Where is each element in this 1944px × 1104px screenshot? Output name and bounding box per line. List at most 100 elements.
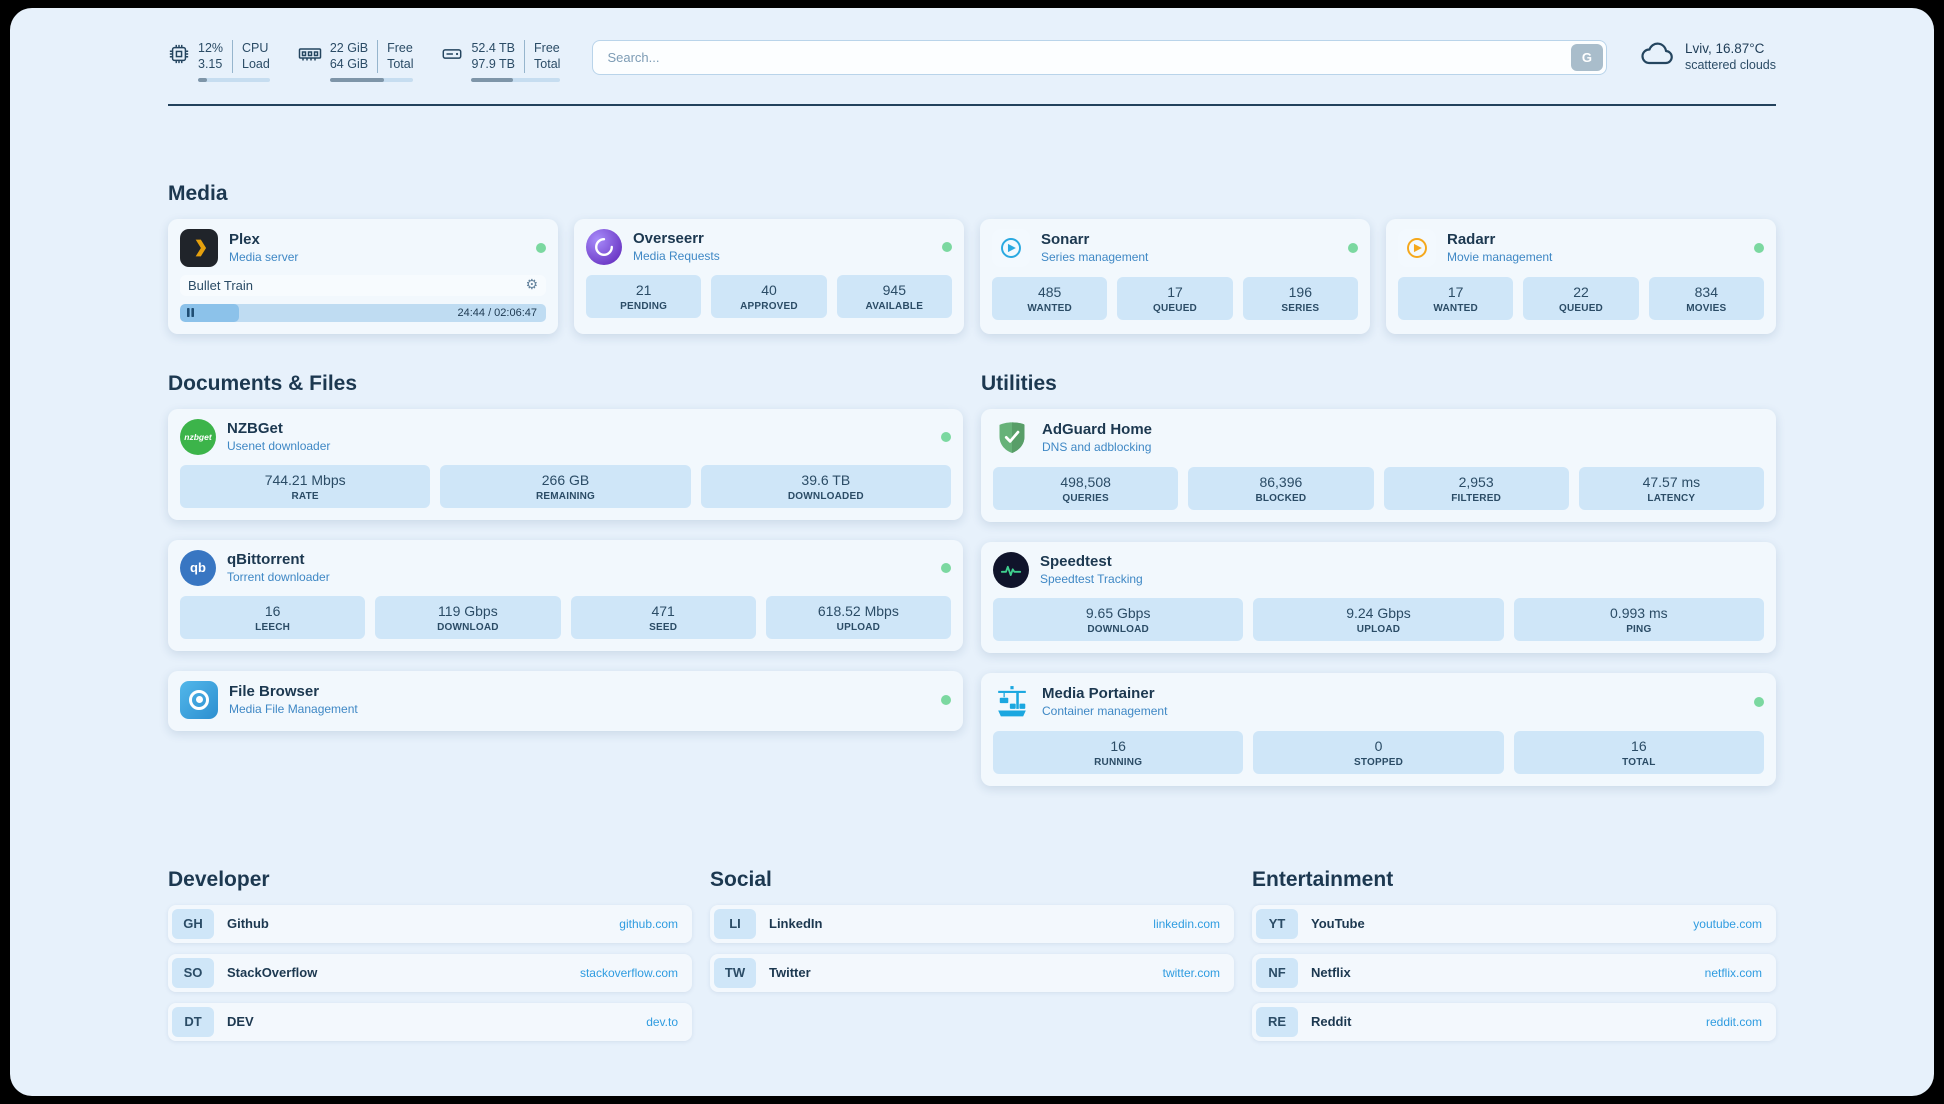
bookmark-url: github.com [619,916,678,931]
header-divider [168,103,1776,106]
ram-usage-bar [329,77,414,82]
stat-ping: 0.993 ms PING [1513,597,1764,641]
bookmark-dev[interactable]: DT DEV dev.to [168,1002,692,1041]
stat-upload: 618.52 Mbps UPLOAD [765,595,951,639]
bookmark-abbr: SO [172,957,214,988]
portainer-crane-icon [993,683,1031,721]
service-card-portainer[interactable]: Media Portainer Container management 16 … [981,672,1776,786]
bookmark-url: youtube.com [1693,916,1762,931]
stat-downloaded: 39.6 TB DOWNLOADED [700,464,951,508]
service-name: Sonarr [1041,231,1090,248]
playback-time: 24:44 / 02:06:47 [457,306,537,319]
bookmark-name: DEV [227,1014,254,1029]
status-dot-online [941,694,951,705]
stat-approved: 40 APPROVED [711,274,827,318]
service-description: Container management [1042,704,1168,718]
gear-icon[interactable]: ⚙ [525,277,538,293]
service-name: File Browser [229,683,320,700]
section-title-documents: Documents & Files [168,371,358,395]
adguard-shield-icon [993,419,1031,457]
bookmark-abbr: LI [714,908,756,939]
service-card-plex[interactable]: Plex Media server Bullet Train ⚙ 24:4 [168,218,558,334]
cpu-monitor: 12% 3.15 CPU Load [168,40,270,82]
service-card-overseerr[interactable]: Overseerr Media Requests 21 PENDING 40 A… [574,218,964,334]
service-name: qBittorrent [227,551,305,568]
bookmark-name: LinkedIn [769,916,823,931]
bookmark-github[interactable]: GH Github github.com [168,904,692,943]
resource-monitors: 12% 3.15 CPU Load [168,40,561,82]
speedtest-icon [993,551,1029,588]
bookmark-twitter[interactable]: TW Twitter twitter.com [710,953,1234,992]
disk-icon [441,43,463,82]
section-documents: Documents & Files nzbget NZBGet Usenet d… [168,372,963,751]
bookmark-netflix[interactable]: NF Netflix netflix.com [1252,953,1776,992]
search-provider-button[interactable]: G [1570,44,1603,71]
bookmark-name: Twitter [769,965,811,980]
section-media: Media Plex Media server Bullet Train ⚙ [168,182,1776,334]
section-title-media: Media [168,181,228,205]
bookmark-url: reddit.com [1705,1014,1762,1029]
service-description: Series management [1041,250,1149,264]
service-card-adguard[interactable]: AdGuard Home DNS and adblocking 498,508 … [981,408,1776,522]
service-name: Overseerr [633,230,704,247]
service-card-nzbget[interactable]: nzbget NZBGet Usenet downloader 744.21 M… [168,408,963,520]
stat-queued: 22 QUEUED [1523,276,1639,320]
stat-rate: 744.21 Mbps RATE [180,464,431,508]
sonarr-icon [992,228,1030,267]
weather-widget[interactable]: Lviv, 16.87°C scattered clouds [1639,40,1776,72]
weather-condition: scattered clouds [1684,57,1776,72]
stat-queries: 498,508 QUERIES [993,466,1179,510]
service-card-radarr[interactable]: Radarr Movie management 17 WANTED 22 QUE… [1386,218,1776,334]
search-input[interactable] [592,40,1607,75]
bookmark-abbr: GH [172,908,214,939]
service-description: Media server [229,250,299,264]
stat-total: 16 TOTAL [1513,730,1764,774]
overseerr-icon [586,228,622,265]
now-playing-row: Bullet Train ⚙ [180,274,546,296]
cpu-load-value: 3.15 [198,57,223,72]
search-bar: G [592,40,1607,75]
stat-seed: 471 SEED [570,595,756,639]
stat-wanted: 17 WANTED [1398,276,1514,320]
ram-monitor: 22 GiB 64 GiB Free Total [298,40,414,82]
service-description: DNS and adblocking [1042,440,1152,454]
bookmark-name: StackOverflow [227,965,318,980]
status-dot-online [1754,696,1764,707]
bookmark-linkedin[interactable]: LI LinkedIn linkedin.com [710,904,1234,943]
bookmark-reddit[interactable]: RE Reddit reddit.com [1252,1002,1776,1041]
weather-location: Lviv, 16.87°C [1684,40,1765,56]
stat-queued: 17 QUEUED [1117,276,1233,320]
section-title-utilities: Utilities [981,371,1057,395]
service-description: Media Requests [633,249,720,263]
status-dot-online [942,241,952,252]
bookmark-url: linkedin.com [1153,916,1220,931]
bookmark-url: dev.to [646,1014,678,1029]
ram-total-label: Total [387,57,414,72]
stat-upload: 9.24 Gbps UPLOAD [1253,597,1504,641]
bookmark-youtube[interactable]: YT YouTube youtube.com [1252,904,1776,943]
disk-total-value: 97.9 TB [471,57,516,72]
service-card-filebrowser[interactable]: File Browser Media File Management [168,670,963,731]
stat-filtered: 2,953 FILTERED [1383,466,1569,510]
now-playing-title: Bullet Train [188,277,254,293]
group-title-social: Social [710,867,772,891]
qbittorrent-icon: qb [180,549,216,586]
cpu-load-label: Load [242,57,270,72]
bookmark-url: netflix.com [1704,965,1762,980]
status-dot-online [941,431,951,442]
service-name: Radarr [1447,231,1496,248]
service-description: Movie management [1447,250,1553,264]
bookmark-name: Netflix [1311,965,1351,980]
ram-free-label: Free [387,41,413,55]
service-card-sonarr[interactable]: Sonarr Series management 485 WANTED 17 Q… [980,218,1370,334]
stat-running: 16 RUNNING [993,730,1244,774]
stat-available: 945 AVAILABLE [836,274,952,318]
bookmark-stackoverflow[interactable]: SO StackOverflow stackoverflow.com [168,953,692,992]
pause-icon [187,304,194,322]
top-bar: 12% 3.15 CPU Load [168,40,1776,82]
group-title-entertainment: Entertainment [1252,867,1394,891]
service-card-qbittorrent[interactable]: qb qBittorrent Torrent downloader 16 LEE… [168,539,963,651]
service-card-speedtest[interactable]: Speedtest Speedtest Tracking 9.65 Gbps D… [981,541,1776,653]
stat-download: 9.65 Gbps DOWNLOAD [993,597,1244,641]
service-name: Speedtest [1040,553,1112,570]
